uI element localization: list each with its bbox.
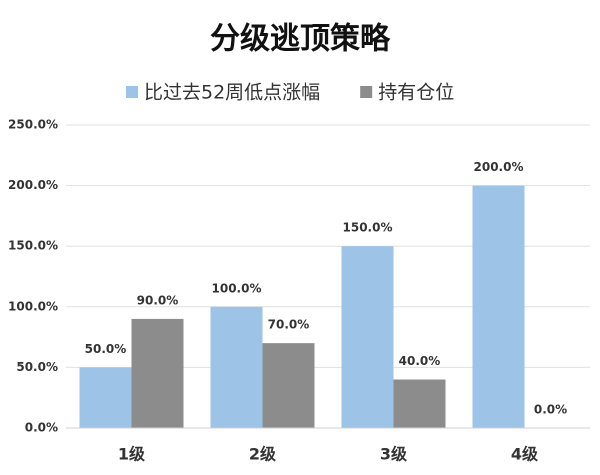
bar bbox=[210, 306, 263, 428]
value-label: 100.0% bbox=[212, 281, 262, 295]
legend-label: 比过去52周低点涨幅 bbox=[144, 82, 320, 104]
bar bbox=[341, 246, 394, 428]
bar bbox=[472, 185, 525, 428]
value-label: 70.0% bbox=[268, 318, 310, 332]
legend-swatch bbox=[360, 86, 373, 98]
bar bbox=[131, 318, 184, 428]
value-label: 50.0% bbox=[85, 342, 127, 356]
y-tick-label: 50.0% bbox=[16, 360, 58, 374]
value-label: 0.0% bbox=[534, 403, 567, 417]
y-tick-label: 250.0% bbox=[8, 118, 58, 132]
value-label: 40.0% bbox=[399, 354, 441, 368]
chart-title: 分级逃顶策略 bbox=[210, 22, 391, 57]
x-tick-label: 4级 bbox=[511, 445, 539, 464]
x-tick-label: 3级 bbox=[380, 445, 408, 464]
bar bbox=[393, 379, 446, 428]
bar bbox=[262, 343, 315, 428]
x-tick-label: 2级 bbox=[249, 445, 277, 464]
value-label: 150.0% bbox=[343, 221, 393, 235]
value-label: 200.0% bbox=[474, 160, 524, 174]
y-tick-label: 200.0% bbox=[8, 178, 58, 192]
y-tick-label: 100.0% bbox=[8, 299, 58, 313]
y-tick-label: 150.0% bbox=[8, 239, 58, 253]
bar bbox=[79, 367, 132, 428]
legend-label: 持有仓位 bbox=[378, 82, 454, 104]
legend-swatch bbox=[126, 86, 138, 98]
y-tick-label: 0.0% bbox=[25, 421, 58, 435]
value-label: 90.0% bbox=[137, 293, 179, 307]
x-tick-label: 1级 bbox=[118, 445, 146, 464]
